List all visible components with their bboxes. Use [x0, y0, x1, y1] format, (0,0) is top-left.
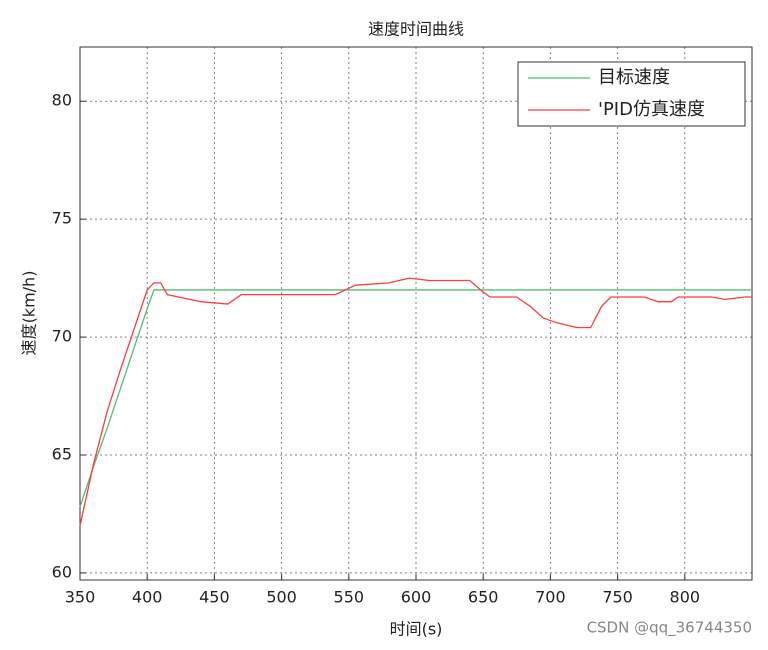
x-tick-label: 350: [65, 588, 96, 607]
y-tick-label: 60: [52, 562, 72, 581]
y-tick-label: 80: [52, 91, 72, 110]
x-tick-label: 700: [535, 588, 566, 607]
chart-title: 速度时间曲线: [368, 20, 464, 39]
legend-box: [517, 61, 746, 127]
data-line: [79, 277, 752, 526]
y-axis-label: 速度(km/h): [20, 271, 39, 356]
x-tick-label: 800: [670, 588, 701, 607]
x-tick-label: 650: [468, 588, 499, 607]
x-axis-label: 时间(s): [390, 620, 443, 639]
legend-label: 目标速度: [598, 67, 670, 88]
y-tick-label: 65: [52, 445, 72, 464]
legend-label: 'PID仿真速度: [598, 99, 705, 120]
x-tick-label: 500: [266, 588, 297, 607]
data-line: [79, 289, 752, 508]
x-tick-label: 750: [602, 588, 633, 607]
watermark: CSDN @qq_36744350: [587, 619, 752, 638]
x-tick-label: 450: [199, 588, 230, 607]
y-tick-label: 75: [52, 209, 72, 228]
x-tick-label: 600: [401, 588, 432, 607]
x-tick-label: 550: [334, 588, 365, 607]
plot-frame: [79, 46, 753, 581]
x-tick-label: 400: [132, 588, 163, 607]
y-tick-label: 70: [52, 327, 72, 346]
